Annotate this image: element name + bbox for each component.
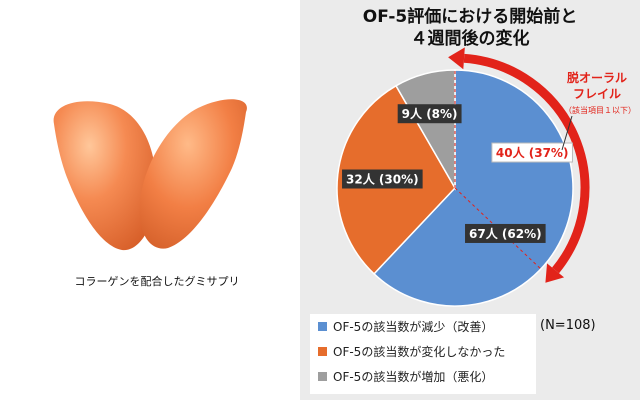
chart-title: OF-5評価における開始前と ４週間後の変化	[362, 7, 578, 49]
legend-label: OF-5の該当数が変化しなかった	[333, 345, 506, 359]
legend-swatch	[318, 347, 327, 356]
sub-segment-label-text: 40人 (37%)	[496, 145, 569, 160]
data-label-2-box	[397, 104, 462, 124]
data-label-2-text: 9人 (8%)	[402, 106, 458, 121]
sample-size-label: (N=108)	[540, 318, 596, 333]
legend-item-unchanged: OF-5の該当数が変化しなかった	[310, 339, 536, 364]
data-label-0: 67人 (62%)	[465, 223, 546, 243]
data-label-0-text: 67人 (62%)	[469, 226, 542, 241]
annotation-title-line-2: フレイル	[573, 87, 621, 101]
sub-segment-label-box	[491, 142, 573, 163]
sub-segment-boundary-line	[454, 187, 542, 270]
gummy-image	[53, 99, 247, 251]
pie-slice-worse	[394, 69, 456, 191]
data-label-1-box	[342, 169, 423, 189]
product-caption: コラーゲンを配合したグミサプリ	[74, 275, 240, 288]
arrow-head-start	[448, 47, 465, 70]
annotation-title-line-1: 脱オーラル	[567, 70, 627, 85]
data-label-1-text: 32人 (30%)	[346, 172, 419, 187]
chart-panel: OF-5評価における開始前と ４週間後の変化 67人 (62%) 32人 (30%…	[300, 0, 640, 400]
chart-legend: OF-5の該当数が減少（改善） OF-5の該当数が変化しなかった OF-5の該当…	[310, 314, 536, 394]
legend-label: OF-5の該当数が増加（悪化）	[333, 370, 494, 384]
legend-swatch	[318, 372, 327, 381]
data-label-2: 9人 (8%)	[397, 104, 462, 124]
pie-slice-improved	[372, 69, 574, 307]
product-panel: コラーゲンを配合したグミサプリ	[0, 0, 300, 400]
data-label-1: 32人 (30%)	[342, 169, 423, 189]
annotation-leader-line	[561, 115, 573, 151]
legend-swatch	[318, 322, 327, 331]
legend-label: OF-5の該当数が減少（改善）	[333, 320, 494, 334]
annotation-note: （該当項目１以下）	[564, 105, 636, 115]
data-label-0-box	[465, 223, 546, 243]
arrow-head-end	[545, 263, 565, 283]
sub-segment-label: 40人 (37%)	[491, 142, 573, 163]
legend-item-worse: OF-5の該当数が増加（悪化）	[310, 364, 536, 389]
legend-item-improved: OF-5の該当数が減少（改善）	[310, 314, 536, 339]
improvement-arrow-arc	[463, 53, 590, 274]
pie-chart: 67人 (62%) 32人 (30%) 9人 (8%) 40人 (37%) 脱オーラルフ…	[336, 47, 636, 307]
